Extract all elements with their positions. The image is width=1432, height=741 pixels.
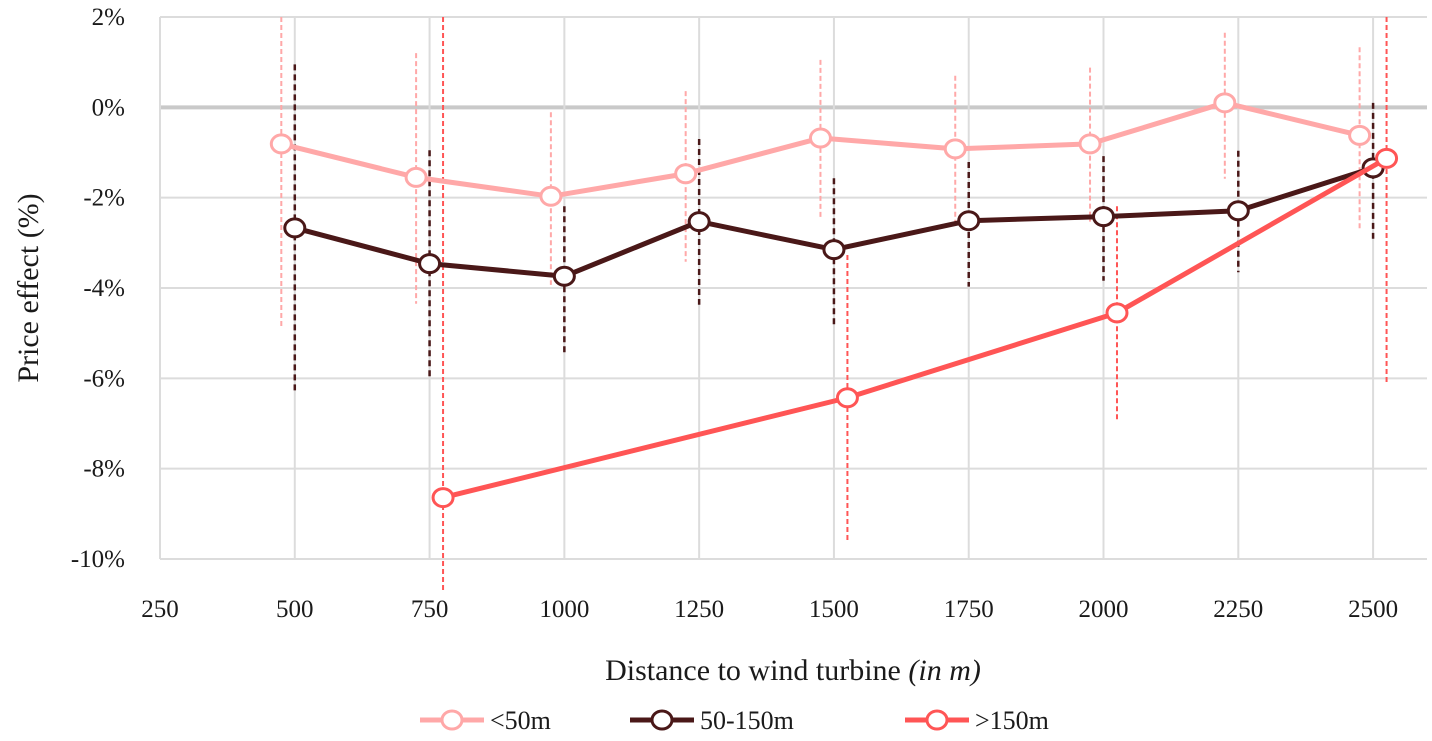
- data-point: [1375, 147, 1399, 169]
- x-tick-label: 500: [276, 596, 314, 623]
- x-tick-label: 2000: [1079, 596, 1129, 623]
- series-2: [431, 147, 1399, 509]
- legend-label: <50m: [490, 706, 551, 735]
- y-tick-label: 2%: [92, 4, 125, 31]
- data-point: [1105, 302, 1129, 324]
- y-tick-label: 0%: [92, 94, 125, 121]
- data-point: [431, 487, 455, 509]
- legend-marker: [925, 709, 949, 731]
- gridlines: [159, 16, 1427, 560]
- x-tick-label: 1750: [944, 596, 994, 623]
- data-point: [418, 253, 442, 275]
- series-0: [269, 92, 1372, 207]
- legend-marker: [440, 709, 464, 731]
- data-point: [1213, 92, 1237, 114]
- y-tick-label: -10%: [71, 546, 125, 573]
- x-axis-label-unit: (in m): [908, 654, 980, 687]
- error-bars-2: [442, 17, 1388, 590]
- y-axis-label: Price effect (%): [12, 193, 45, 382]
- y-tick-label: -4%: [83, 275, 125, 302]
- x-axis-label-main: Distance to wind turbine: [605, 654, 901, 687]
- data-point: [1348, 124, 1372, 146]
- x-tick-label: 1000: [539, 596, 589, 623]
- legend-label: >150m: [975, 706, 1049, 735]
- data-point: [539, 185, 563, 207]
- x-tick-label: 250: [141, 596, 179, 623]
- x-axis-label: Distance to wind turbine (in m): [605, 654, 981, 687]
- data-point: [822, 239, 846, 261]
- data-point: [283, 217, 307, 239]
- y-tick-label: -6%: [83, 365, 125, 392]
- x-tick-label: 2500: [1348, 596, 1398, 623]
- series-line: [442, 156, 1388, 501]
- x-axis-ticks: 250 500 750 1000 1250 1500 1750 2000 2250 2500: [141, 596, 1398, 623]
- data-point: [1092, 206, 1116, 228]
- data-point: [687, 211, 711, 233]
- data-point: [552, 265, 576, 287]
- x-tick-label: 750: [411, 596, 449, 623]
- legend-marker: [650, 709, 674, 731]
- x-tick-label: 1250: [674, 596, 724, 623]
- legend: <50m 50-150m >150m: [420, 706, 1049, 735]
- series-layer: [269, 17, 1399, 590]
- x-tick-label: 1500: [809, 596, 859, 623]
- data-point: [674, 163, 698, 185]
- y-axis-ticks: 2% 0% -2% -4% -6% -8% -10%: [71, 4, 125, 573]
- data-point: [1078, 133, 1102, 155]
- y-tick-label: -2%: [83, 185, 125, 212]
- series-1: [283, 157, 1385, 287]
- data-point: [269, 133, 293, 155]
- data-point: [957, 210, 981, 232]
- data-point: [943, 138, 967, 160]
- data-point: [835, 387, 859, 409]
- x-tick-label: 2250: [1213, 596, 1263, 623]
- data-point: [1226, 200, 1250, 222]
- legend-label: 50-150m: [700, 706, 794, 735]
- data-point: [404, 166, 428, 188]
- y-tick-label: -8%: [83, 456, 125, 483]
- data-point: [808, 127, 832, 149]
